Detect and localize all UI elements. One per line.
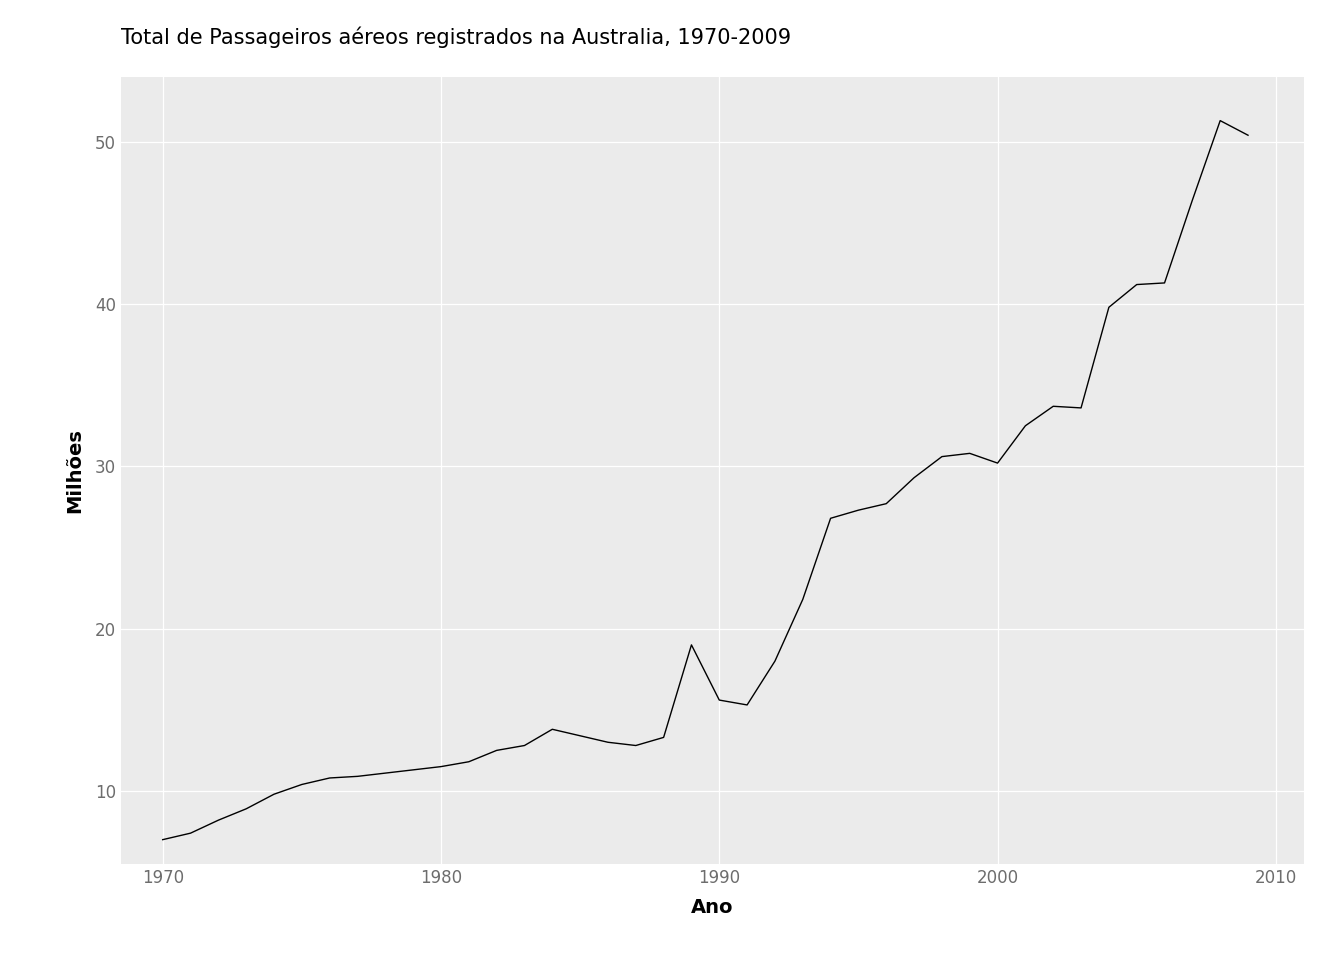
Y-axis label: Milhões: Milhões — [65, 428, 83, 513]
X-axis label: Ano: Ano — [691, 898, 734, 917]
Text: Total de Passageiros aéreos registrados na Australia, 1970-2009: Total de Passageiros aéreos registrados … — [121, 27, 792, 48]
